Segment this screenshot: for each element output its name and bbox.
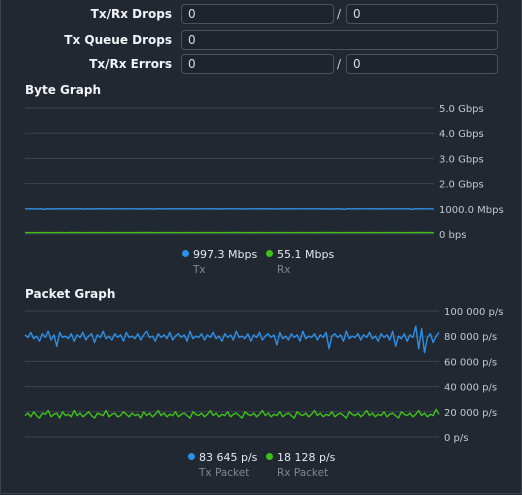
tx-rate-value: 997.3 Mbps xyxy=(193,248,258,261)
y-tick-label: 4.0 Gbps xyxy=(439,129,484,140)
tx-drops-field[interactable]: 0 xyxy=(181,4,334,24)
tx-dot-icon xyxy=(182,250,189,257)
counter-row-tx-rx-drops: Tx/Rx Drops 0 / 0 xyxy=(0,4,522,26)
series-line-rx-packet xyxy=(24,408,440,419)
legend-rx: 55.1 Mbps xyxy=(266,248,334,261)
tx-rx-errors-label: Tx/Rx Errors xyxy=(89,57,172,71)
legend-tx: 997.3 Mbps xyxy=(182,248,257,261)
counter-row-tx-rx-errors: Tx/Rx Errors 0 / 0 xyxy=(0,54,522,76)
y-tick-label: 0 p/s xyxy=(444,433,468,444)
y-tick-label: 0 bps xyxy=(439,230,466,241)
separator: / xyxy=(337,7,342,21)
rx-packet-rate-value: 18 128 p/s xyxy=(277,451,336,464)
packet-graph-title: Packet Graph xyxy=(25,287,116,301)
rx-legend-label: Rx xyxy=(277,264,291,276)
y-tick-label: 20 000 p/s xyxy=(444,408,497,419)
packet-graph-chart: 0 p/s 20 000 p/s 40 000 p/s 60 000 p/s 80 00… xyxy=(24,307,503,444)
rx-dot-icon xyxy=(266,250,273,257)
tx-packet-rate-value: 83 645 p/s xyxy=(199,451,258,464)
byte-graph-chart: 0 bps 1000.0 Mbps 2.0 Gbps 3.0 Gbps 4.0 Gbps… xyxy=(24,104,504,241)
tx-rx-drops-label: Tx/Rx Drops xyxy=(90,7,172,21)
tx-packet-dot-icon xyxy=(188,453,195,460)
separator: / xyxy=(337,57,342,71)
y-tick-label: 100 000 p/s xyxy=(444,307,503,318)
rx-rate-value: 55.1 Mbps xyxy=(277,248,335,261)
y-tick-label: 40 000 p/s xyxy=(444,383,497,394)
y-tick-label: 2.0 Gbps xyxy=(439,180,484,191)
y-tick-label: 5.0 Gbps xyxy=(439,104,484,115)
y-tick-label: 80 000 p/s xyxy=(444,332,497,343)
y-tick-label: 60 000 p/s xyxy=(444,357,497,368)
rx-errors-field[interactable]: 0 xyxy=(346,54,498,74)
counter-row-tx-queue-drops: Tx Queue Drops 0 xyxy=(0,30,522,52)
tx-packet-legend-label: Tx Packet xyxy=(199,467,250,479)
legend-tx-packet: 83 645 p/s xyxy=(188,451,257,464)
rx-packet-dot-icon xyxy=(266,453,273,460)
series-line-tx-packet xyxy=(24,325,440,354)
y-tick-label: 3.0 Gbps xyxy=(439,154,484,165)
tx-legend-label: Tx xyxy=(193,264,206,276)
tx-errors-field[interactable]: 0 xyxy=(181,54,334,74)
legend-rx-packet: 18 128 p/s xyxy=(266,451,335,464)
byte-graph-title: Byte Graph xyxy=(25,83,102,97)
series-line-tx xyxy=(24,207,435,211)
rx-packet-legend-label: Rx Packet xyxy=(277,467,329,479)
tx-queue-drops-field[interactable]: 0 xyxy=(181,30,498,50)
y-tick-label: 1000.0 Mbps xyxy=(439,205,504,216)
tx-queue-drops-label: Tx Queue Drops xyxy=(64,33,172,47)
rx-drops-field[interactable]: 0 xyxy=(346,4,498,24)
